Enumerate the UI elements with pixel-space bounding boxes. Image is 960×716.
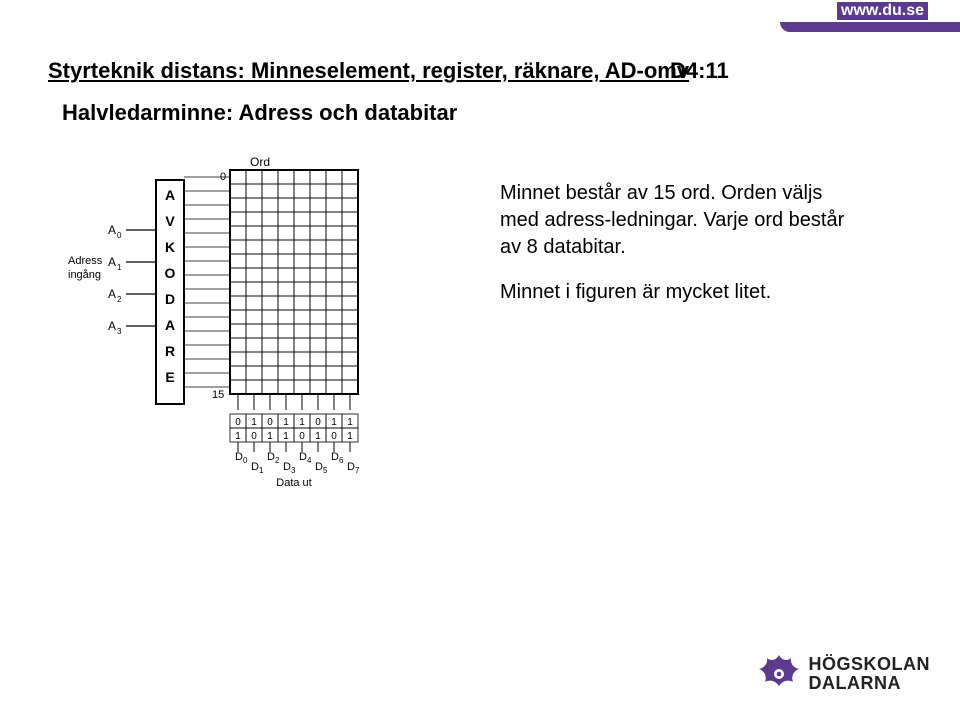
svg-text:D: D — [165, 291, 175, 307]
header-band — [780, 22, 960, 32]
svg-text:Ord: Ord — [250, 155, 270, 169]
body-text: Minnet består av 15 ord. Orden väljs med… — [500, 180, 860, 324]
svg-text:A: A — [165, 317, 175, 333]
logo-line2: DALARNA — [809, 674, 931, 693]
svg-text:K: K — [165, 239, 175, 255]
subtitle: Halvledarminne: Adress och databitar — [62, 100, 457, 126]
svg-text:0: 0 — [315, 417, 321, 428]
svg-text:0: 0 — [243, 456, 248, 465]
svg-text:D: D — [283, 461, 291, 473]
svg-text:5: 5 — [323, 466, 328, 475]
svg-text:A: A — [108, 319, 116, 333]
svg-text:D: D — [315, 461, 323, 473]
svg-text:ingång: ingång — [68, 269, 101, 281]
page-code: D4:11 — [670, 58, 729, 84]
svg-text:Data ut: Data ut — [276, 477, 311, 489]
svg-text:0: 0 — [267, 417, 273, 428]
svg-text:1: 1 — [267, 431, 273, 442]
svg-text:1: 1 — [251, 417, 257, 428]
svg-text:1: 1 — [283, 417, 289, 428]
svg-text:D: D — [331, 451, 339, 463]
svg-text:2: 2 — [275, 456, 280, 465]
svg-text:D: D — [251, 461, 259, 473]
page-title: Styrteknik distans: Minneselement, regis… — [48, 58, 689, 84]
svg-text:A: A — [108, 287, 116, 301]
svg-text:0: 0 — [251, 431, 257, 442]
svg-text:6: 6 — [339, 456, 344, 465]
header-url: www.du.se — [837, 2, 928, 20]
svg-text:0: 0 — [331, 431, 337, 442]
svg-text:A: A — [165, 187, 175, 203]
svg-text:D: D — [267, 451, 275, 463]
svg-text:1: 1 — [347, 431, 353, 442]
paragraph: Minnet i figuren är mycket litet. — [500, 279, 860, 306]
svg-text:7: 7 — [355, 466, 360, 475]
svg-text:15: 15 — [212, 389, 224, 401]
svg-text:R: R — [165, 343, 175, 359]
svg-text:D: D — [235, 451, 243, 463]
svg-text:4: 4 — [307, 456, 312, 465]
svg-text:2: 2 — [117, 295, 122, 304]
svg-text:0: 0 — [117, 231, 122, 240]
svg-text:1: 1 — [283, 431, 289, 442]
svg-text:0: 0 — [235, 417, 241, 428]
logo-text: HÖGSKOLAN DALARNA — [809, 655, 931, 693]
university-logo: HÖGSKOLAN DALARNA — [757, 652, 931, 696]
svg-text:D: D — [299, 451, 307, 463]
memory-diagram: Ord0150101101110110101D0D1D2D3D4D5D6D7Da… — [60, 150, 440, 510]
svg-text:Adress: Adress — [68, 255, 103, 267]
svg-text:1: 1 — [315, 431, 321, 442]
svg-text:A: A — [108, 223, 116, 237]
svg-text:1: 1 — [299, 417, 305, 428]
logo-icon — [757, 652, 801, 696]
svg-text:V: V — [165, 213, 175, 229]
svg-text:O: O — [165, 265, 176, 281]
svg-text:0: 0 — [299, 431, 305, 442]
svg-text:E: E — [165, 369, 174, 385]
svg-text:1: 1 — [347, 417, 353, 428]
svg-text:A: A — [108, 255, 116, 269]
svg-text:1: 1 — [235, 431, 241, 442]
logo-line1: HÖGSKOLAN — [809, 655, 931, 674]
svg-text:1: 1 — [259, 466, 264, 475]
svg-text:3: 3 — [117, 327, 122, 336]
svg-text:D: D — [347, 461, 355, 473]
svg-text:3: 3 — [291, 466, 296, 475]
svg-text:1: 1 — [331, 417, 337, 428]
svg-text:1: 1 — [117, 263, 122, 272]
paragraph: Minnet består av 15 ord. Orden väljs med… — [500, 180, 860, 261]
